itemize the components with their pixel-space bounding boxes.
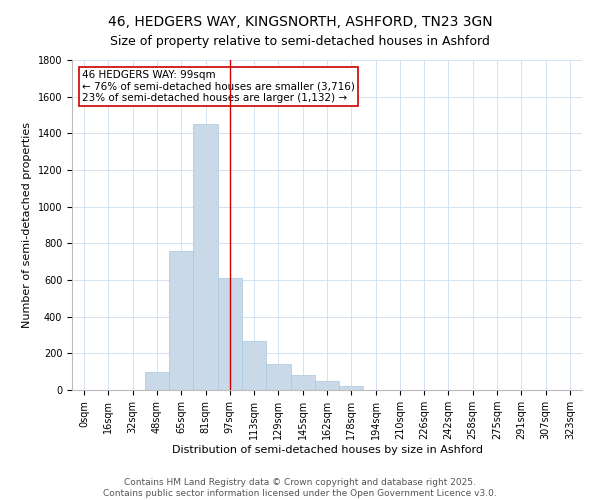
Text: Size of property relative to semi-detached houses in Ashford: Size of property relative to semi-detach… [110, 35, 490, 48]
Bar [218, 278, 242, 390]
Bar [266, 364, 290, 390]
Text: 46, HEDGERS WAY, KINGSNORTH, ASHFORD, TN23 3GN: 46, HEDGERS WAY, KINGSNORTH, ASHFORD, TN… [107, 15, 493, 29]
Text: Contains HM Land Registry data © Crown copyright and database right 2025.
Contai: Contains HM Land Registry data © Crown c… [103, 478, 497, 498]
Text: 46 HEDGERS WAY: 99sqm
← 76% of semi-detached houses are smaller (3,716)
23% of s: 46 HEDGERS WAY: 99sqm ← 76% of semi-deta… [82, 70, 355, 103]
Bar [242, 340, 266, 390]
X-axis label: Distribution of semi-detached houses by size in Ashford: Distribution of semi-detached houses by … [172, 445, 482, 455]
Bar [315, 381, 339, 390]
Bar [169, 250, 193, 390]
Y-axis label: Number of semi-detached properties: Number of semi-detached properties [22, 122, 32, 328]
Bar [193, 124, 218, 390]
Bar [145, 372, 169, 390]
Bar [339, 386, 364, 390]
Bar [290, 376, 315, 390]
